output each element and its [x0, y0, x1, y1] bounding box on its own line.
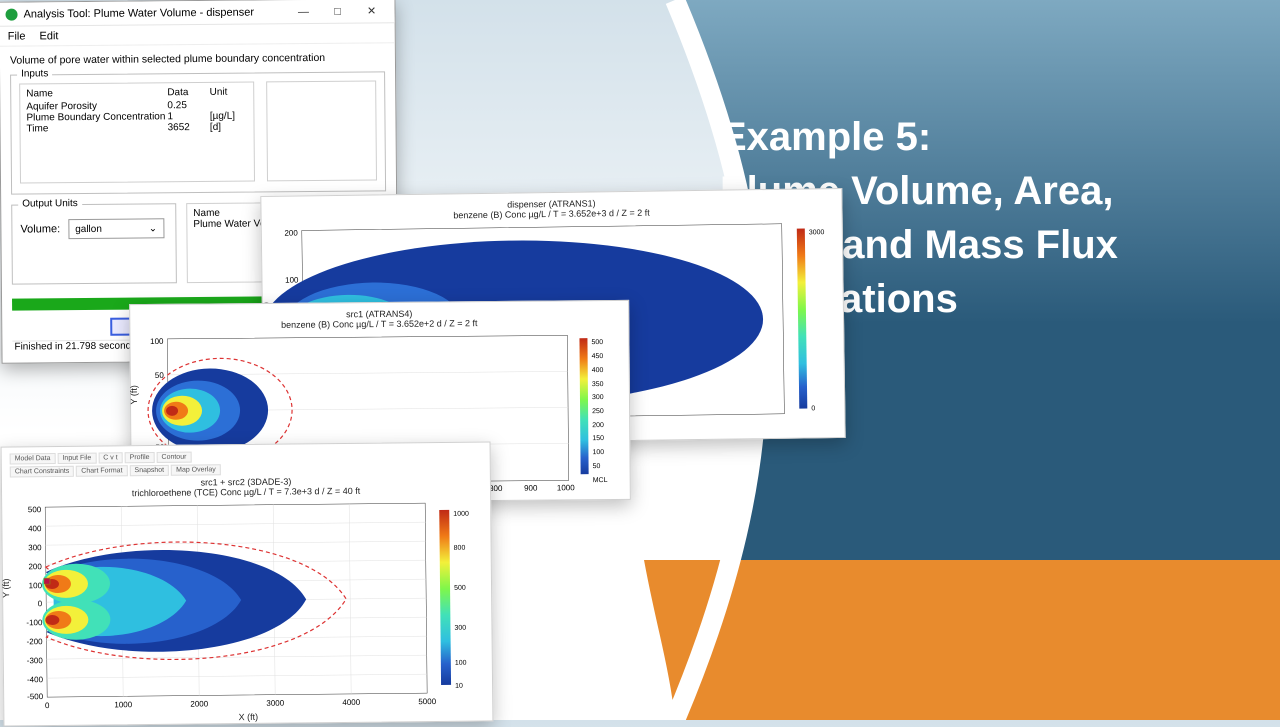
svg-text:100: 100 — [150, 337, 164, 346]
svg-text:300: 300 — [28, 543, 42, 552]
svg-text:3000: 3000 — [809, 229, 825, 236]
svg-text:500: 500 — [28, 505, 42, 514]
chart-panel-tce: Model Data Input File C v t Profile Cont… — [1, 441, 494, 726]
menu-edit[interactable]: Edit — [39, 30, 58, 42]
svg-text:450: 450 — [592, 353, 604, 360]
subtab[interactable]: Map Overlay — [171, 464, 221, 476]
output-units-legend: Output Units — [18, 198, 82, 210]
window-title: Analysis Tool: Plume Water Volume - disp… — [23, 6, 286, 20]
svg-text:10: 10 — [455, 682, 463, 689]
svg-text:1000: 1000 — [453, 510, 469, 517]
row-unit: [d] — [210, 122, 248, 133]
svg-text:200: 200 — [592, 422, 604, 429]
app-icon — [5, 8, 17, 20]
window-titlebar[interactable]: Analysis Tool: Plume Water Volume - disp… — [0, 0, 395, 27]
svg-text:100: 100 — [592, 449, 604, 456]
svg-text:400: 400 — [592, 367, 604, 374]
subtab[interactable]: Chart Format — [76, 465, 127, 477]
col-name: Name — [26, 87, 167, 99]
svg-text:100: 100 — [455, 659, 467, 666]
subtab[interactable]: Chart Constraints — [10, 466, 75, 478]
chart2-ylabel: Y (ft) — [129, 385, 139, 404]
output-units-fieldset: Output Units Volume: gallon ⌄ — [11, 203, 177, 284]
volume-select[interactable]: gallon ⌄ — [68, 218, 164, 239]
col-data: Data — [167, 87, 209, 98]
tab[interactable]: Contour — [156, 452, 191, 463]
svg-text:-500: -500 — [27, 692, 44, 701]
svg-text:800: 800 — [454, 544, 466, 551]
svg-text:100: 100 — [29, 581, 43, 590]
tab[interactable]: Input File — [57, 453, 96, 464]
col-unit: Unit — [210, 87, 248, 98]
tab[interactable]: Profile — [125, 452, 155, 463]
svg-text:50: 50 — [593, 463, 601, 470]
svg-text:2000: 2000 — [190, 699, 208, 708]
svg-text:0: 0 — [38, 599, 43, 608]
svg-text:500: 500 — [454, 584, 466, 591]
svg-text:1000: 1000 — [114, 700, 132, 709]
svg-text:900: 900 — [524, 483, 538, 492]
inputs-preview-box — [266, 80, 377, 181]
svg-text:300: 300 — [592, 394, 604, 401]
tab[interactable]: C v t — [98, 452, 123, 463]
volume-label: Volume: — [20, 223, 60, 235]
svg-text:3000: 3000 — [266, 698, 284, 707]
maximize-button[interactable]: □ — [320, 0, 354, 22]
svg-text:-200: -200 — [27, 637, 44, 646]
svg-text:-300: -300 — [27, 656, 44, 665]
svg-text:5000: 5000 — [418, 697, 436, 706]
svg-text:150: 150 — [592, 435, 604, 442]
tab[interactable]: Model Data — [10, 453, 56, 464]
menu-file[interactable]: File — [8, 30, 26, 42]
svg-text:1000: 1000 — [557, 483, 575, 492]
row-data: 1 — [167, 111, 209, 122]
row-unit: [µg/L] — [210, 111, 248, 122]
description-text: Volume of pore water within selected plu… — [10, 51, 385, 66]
svg-text:0: 0 — [811, 405, 815, 412]
row-data: 0.25 — [167, 100, 209, 111]
row-unit — [210, 100, 248, 111]
svg-text:4000: 4000 — [342, 698, 360, 707]
svg-text:500: 500 — [591, 339, 603, 346]
svg-text:MCL: MCL — [593, 477, 608, 484]
inputs-fieldset: Inputs Name Data Unit Aquifer Porosity 0… — [10, 71, 386, 194]
svg-text:-100: -100 — [26, 618, 43, 627]
svg-text:200: 200 — [284, 228, 298, 237]
svg-text:100: 100 — [285, 275, 299, 284]
volume-value: gallon — [75, 223, 102, 234]
svg-text:250: 250 — [592, 408, 604, 415]
svg-text:300: 300 — [454, 624, 466, 631]
chevron-down-icon: ⌄ — [149, 223, 157, 234]
svg-text:200: 200 — [28, 562, 42, 571]
inputs-table: Name Data Unit Aquifer Porosity 0.25 Plu… — [19, 82, 255, 184]
chart3-ylabel: Y (ft) — [1, 578, 11, 597]
close-button[interactable]: ✕ — [354, 0, 388, 22]
row-data: 3652 — [168, 122, 210, 133]
svg-text:0: 0 — [45, 701, 50, 710]
subtab[interactable]: Snapshot — [129, 465, 169, 476]
minimize-button[interactable]: — — [286, 0, 320, 22]
svg-text:800: 800 — [489, 484, 503, 493]
svg-text:350: 350 — [592, 381, 604, 388]
inputs-legend: Inputs — [17, 68, 52, 79]
svg-text:400: 400 — [28, 524, 42, 533]
row-name: Time — [26, 122, 167, 134]
svg-text:-400: -400 — [27, 675, 44, 684]
